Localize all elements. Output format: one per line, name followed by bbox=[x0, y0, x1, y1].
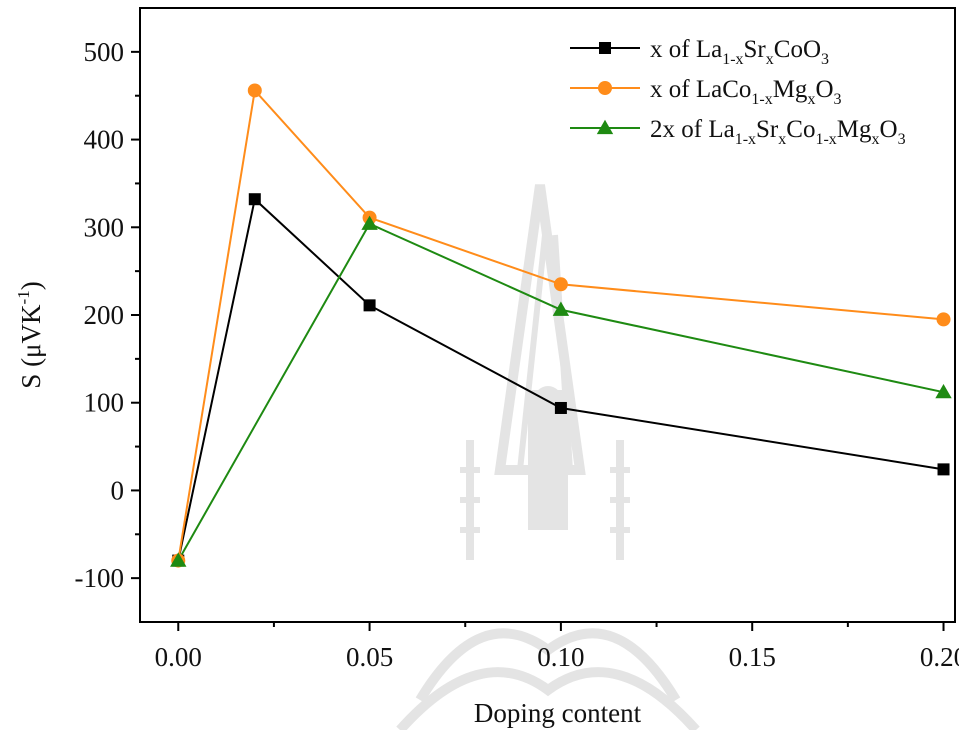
y-tick-label: -100 bbox=[75, 563, 125, 593]
legend-marker bbox=[599, 42, 611, 54]
data-point-la_sr_coo3 bbox=[248, 193, 261, 206]
series-la_sr_co_mg_o3 bbox=[177, 222, 944, 562]
series-layer bbox=[170, 83, 952, 568]
y-tick-label: 0 bbox=[111, 475, 125, 505]
y-tick-label: 400 bbox=[84, 125, 125, 155]
legend-marker bbox=[596, 119, 614, 135]
legend-label: 2x of La1-xSrxCo1-xMgxO3 bbox=[650, 116, 906, 148]
series-line-la_sr_co_mg_o3 bbox=[177, 222, 944, 562]
legend: x of La1-xSrxCoO3 x of LaCo1-xMgxO3 2x of … bbox=[570, 36, 906, 148]
data-point-la_sr_coo3 bbox=[937, 463, 950, 476]
data-point-la_sr_coo3 bbox=[363, 299, 376, 312]
data-point-la_co_mg_o3 bbox=[936, 312, 951, 327]
data-point-la_sr_coo3 bbox=[554, 401, 567, 414]
axes-layer: 0.00 0.05 0.10 0.15 0.20 -100 0 100 200 300 400 500… bbox=[14, 37, 959, 728]
series-markers-la_sr_co_mg_o3 bbox=[170, 215, 952, 567]
legend-entry-la_sr_coo3: x of La1-xSrxCoO3 bbox=[570, 36, 829, 68]
x-tick-label: 0.20 bbox=[920, 642, 959, 672]
x-tick-label: 0.15 bbox=[729, 642, 776, 672]
data-point-la_co_mg_o3 bbox=[553, 277, 568, 292]
x-tick-label: 0.00 bbox=[155, 642, 202, 672]
data-point-la_sr_co_mg_o3 bbox=[552, 301, 570, 316]
data-point-la_sr_co_mg_o3 bbox=[170, 552, 187, 567]
y-tick-label: 300 bbox=[84, 212, 125, 242]
y-tick-label: 200 bbox=[84, 300, 125, 330]
y-tick-label: 500 bbox=[84, 37, 125, 67]
y-axis-title: S (μVK-1) bbox=[14, 281, 46, 388]
y-tick-label: 100 bbox=[84, 388, 125, 418]
legend-label: x of La1-xSrxCoO3 bbox=[650, 36, 829, 68]
data-point-la_sr_co_mg_o3 bbox=[935, 383, 952, 399]
x-axis-title: Doping content bbox=[474, 698, 642, 728]
x-tick-label: 0.05 bbox=[346, 642, 393, 672]
legend-label: x of LaCo1-xMgxO3 bbox=[650, 76, 842, 108]
data-point-la_co_mg_o3 bbox=[247, 83, 262, 98]
x-tick-label: 0.10 bbox=[537, 642, 584, 672]
legend-entry-la_sr_co_mg_o3: 2x of La1-xSrxCo1-xMgxO3 bbox=[570, 116, 906, 148]
data-point-la_sr_co_mg_o3 bbox=[361, 215, 378, 230]
legend-marker bbox=[598, 81, 612, 95]
legend-entry-la_co_mg_o3: x of LaCo1-xMgxO3 bbox=[570, 76, 842, 108]
